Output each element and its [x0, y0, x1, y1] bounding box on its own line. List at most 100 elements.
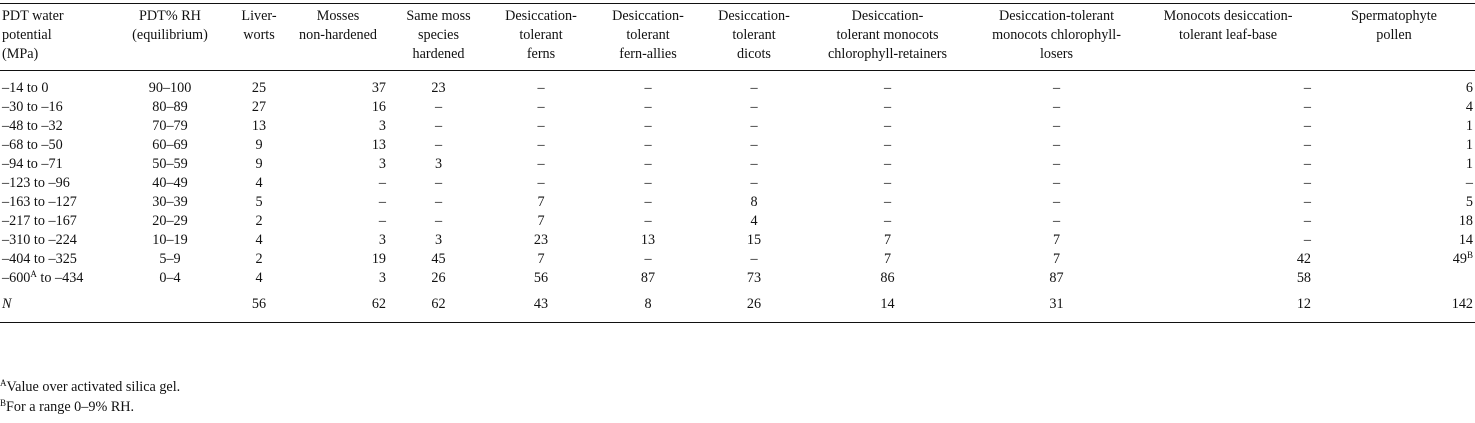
n-value-cell: 31 — [970, 288, 1143, 323]
n-value-cell: 142 — [1313, 288, 1475, 323]
value-cell: 3 — [378, 118, 386, 134]
column-header: PDT water potential (MPa) — [0, 3, 110, 71]
table-row: –310 to –224 10–19 4 3 3 23 13 15 7 7–14 — [0, 231, 1475, 250]
value-cell: 1 — [1465, 137, 1473, 153]
column-header: PDT% RH (equilibrium) — [110, 3, 230, 71]
water-potential-cell: –123 to –96 — [2, 175, 70, 191]
n-label: N — [0, 288, 110, 323]
value-cell: 2 — [255, 251, 263, 267]
column-header: Desiccation-tolerant ferns — [489, 3, 593, 71]
table-row: –94 to –71 50–59 9 3 3 – – – – – – 1 — [0, 155, 1475, 174]
value-cell: 37 — [371, 80, 386, 96]
value-cell: 4 — [255, 232, 263, 248]
value-cell: – — [434, 213, 443, 229]
n-value-cell: 43 — [489, 288, 593, 323]
value-cell: – — [883, 156, 892, 172]
value-cell: 7 — [883, 251, 892, 267]
rh-cell: 50–59 — [152, 156, 188, 172]
value-cell: 87 — [640, 270, 656, 286]
data-table: PDT water potential (MPa) PDT% RH (equilibri… — [0, 3, 1475, 323]
value-cell: – — [750, 99, 758, 115]
table-row: –600A to –434 0–4 4 3 26 56 87 73 86 87 58 — [0, 269, 1475, 288]
water-potential-cell: –310 to –224 — [2, 232, 77, 248]
value-cell: – — [883, 99, 892, 115]
water-potential-cell: –68 to –50 — [2, 137, 63, 153]
value-cell: – — [644, 118, 652, 134]
value-cell: – — [644, 194, 652, 210]
value-cell: 87 — [1049, 270, 1064, 286]
table-row: –123 to –96 40–49 4 – – – – – – – – – — [0, 174, 1475, 193]
table-row: –217 to –167 20–29 2 – – 7 – 4 – – – 18 — [0, 212, 1475, 231]
water-potential-cell: –14 to 0 — [2, 80, 49, 96]
water-potential-cell: –217 to –167 — [2, 213, 77, 229]
water-potential-cell: –30 to –16 — [2, 99, 63, 115]
value-cell: – — [1052, 99, 1061, 115]
value-cell: – — [883, 194, 892, 210]
value-cell: 58 — [1296, 270, 1311, 286]
rh-cell: 40–49 — [152, 175, 188, 191]
value-cell: 7 — [1052, 251, 1061, 267]
water-potential-cell: –94 to –71 — [2, 156, 63, 172]
value-cell: – — [1303, 80, 1311, 96]
value-cell: – — [434, 137, 443, 153]
water-potential-cell: –600A to –434 — [2, 269, 84, 287]
value-cell: 9 — [255, 137, 263, 153]
value-cell: – — [1052, 118, 1061, 134]
value-cell: 23 — [533, 232, 549, 248]
value-cell: – — [1052, 80, 1061, 96]
rh-cell: 30–39 — [152, 194, 188, 210]
value-cell: – — [883, 80, 892, 96]
value-cell: 49B — [1452, 250, 1473, 268]
water-potential-cell: –163 to –127 — [2, 194, 77, 210]
value-cell: 7 — [883, 232, 892, 248]
column-header: Desiccation-tolerant monocots chlorophyll… — [805, 3, 970, 71]
value-cell: 4 — [750, 213, 758, 229]
value-cell: – — [883, 213, 892, 229]
value-cell: 26 — [431, 270, 446, 286]
value-cell: 5 — [1465, 194, 1473, 210]
value-cell: – — [378, 213, 386, 229]
value-cell: – — [378, 175, 386, 191]
value-cell: 73 — [746, 270, 762, 286]
table-row: –163 to –127 30–39 5 – – 7 – 8 – – – 5 — [0, 193, 1475, 212]
value-cell: – — [644, 175, 652, 191]
value-cell: – — [1303, 175, 1311, 191]
column-header: Desiccation-tolerant monocots chlorophyll… — [970, 3, 1143, 71]
value-cell: 13 — [251, 118, 267, 134]
value-cell: 18 — [1458, 213, 1473, 229]
value-cell: 16 — [371, 99, 386, 115]
value-cell: 45 — [431, 251, 446, 267]
value-cell: – — [1303, 137, 1311, 153]
value-cell: – — [750, 118, 758, 134]
value-cell: – — [644, 213, 652, 229]
value-cell: – — [883, 118, 892, 134]
rh-cell: 60–69 — [152, 137, 188, 153]
value-cell: – — [883, 137, 892, 153]
n-value-cell: 8 — [593, 288, 703, 323]
rh-cell — [110, 288, 230, 323]
value-cell: 8 — [750, 194, 758, 210]
value-cell: – — [1052, 137, 1061, 153]
value-cell: – — [378, 194, 386, 210]
n-row: N 56 62 62 43 8 26 14 31 12 142 — [0, 288, 1475, 323]
value-cell: 25 — [251, 80, 267, 96]
value-cell: 3 — [378, 232, 386, 248]
column-header: Desiccation-tolerant fern-allies — [593, 3, 703, 71]
column-header: Desiccation-tolerant dicots — [703, 3, 805, 71]
value-cell: – — [644, 251, 652, 267]
value-cell: – — [434, 194, 443, 210]
table-body: –14 to 0 90–100 25 37 23– – – – – –6 –30 to –16 80–… — [0, 71, 1475, 323]
value-cell: 3 — [434, 156, 443, 172]
value-cell: – — [750, 137, 758, 153]
value-cell: 3 — [378, 270, 386, 286]
value-cell: 27 — [251, 99, 267, 115]
value-cell: – — [1052, 156, 1061, 172]
value-cell: – — [1303, 213, 1311, 229]
rh-cell: 70–79 — [152, 118, 188, 134]
value-cell: 9 — [255, 156, 263, 172]
rh-cell: 20–29 — [152, 213, 188, 229]
table-row: –14 to 0 90–100 25 37 23 – – – – – – 6 — [0, 71, 1475, 99]
rh-cell: 10–19 — [152, 232, 188, 248]
value-cell: – — [750, 175, 758, 191]
header-row: PDT water potential (MPa) PDT% RH (equilibri… — [0, 3, 1475, 71]
